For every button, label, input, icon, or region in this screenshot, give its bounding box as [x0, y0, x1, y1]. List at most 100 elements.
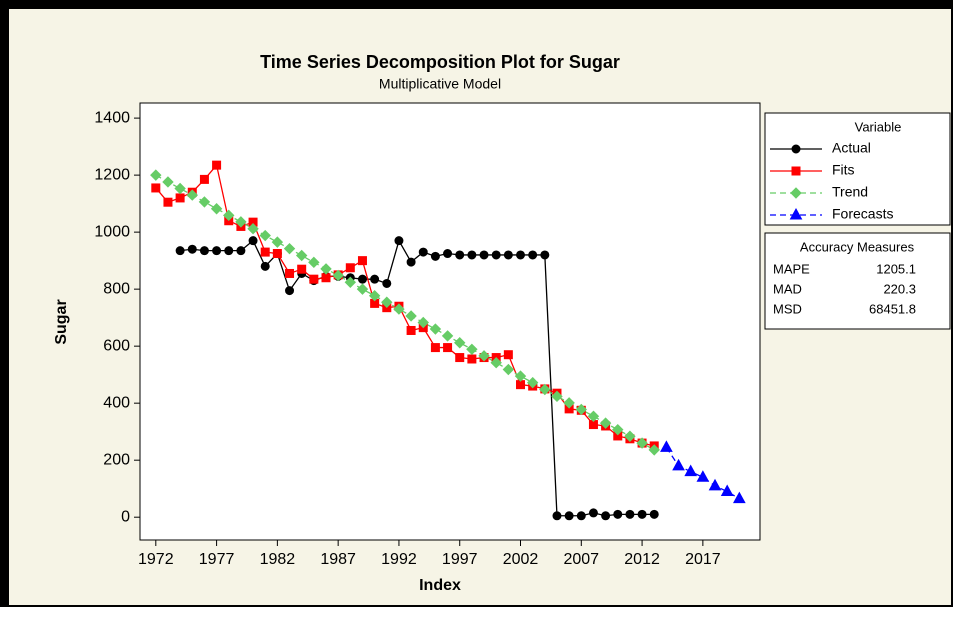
data-point [601, 511, 611, 521]
data-point [479, 250, 489, 260]
data-point [162, 176, 174, 188]
data-point [405, 310, 417, 322]
data-point [502, 363, 515, 376]
y-tick-label: 600 [103, 337, 130, 354]
accuracy-label: MAD [773, 281, 802, 296]
data-point [150, 169, 162, 181]
data-point [295, 249, 308, 262]
data-point [587, 410, 600, 422]
legend-label: Forecasts [832, 206, 893, 222]
data-point [599, 417, 612, 429]
legend-title: Variable [855, 119, 902, 134]
accuracy-box [764, 232, 951, 330]
data-point [696, 470, 710, 482]
data-point [174, 182, 186, 195]
data-point [540, 250, 550, 260]
data-point [236, 246, 246, 256]
y-tick-label: 400 [103, 394, 130, 411]
data-point [357, 274, 367, 284]
data-point [454, 337, 466, 349]
data-point [612, 423, 624, 436]
data-point [418, 247, 428, 257]
data-point [248, 236, 258, 246]
x-tick-label: 1977 [199, 551, 235, 568]
x-tick-label: 1992 [381, 551, 417, 568]
data-point [320, 263, 332, 275]
plot-area [139, 102, 761, 541]
data-point [370, 274, 380, 284]
data-point [514, 370, 527, 382]
data-point [490, 356, 502, 369]
data-point [394, 236, 404, 246]
data-point [708, 478, 722, 491]
data-point [491, 250, 501, 260]
data-point [636, 437, 648, 449]
data-point [732, 491, 746, 504]
y-tick-label: 1000 [94, 223, 130, 240]
data-point [564, 511, 574, 521]
legend-marker [790, 187, 802, 199]
chart-subtitle: Multiplicative Model [379, 76, 501, 92]
accuracy-title: Accuracy Measures [800, 239, 915, 254]
legend-marker [791, 144, 801, 154]
data-point [247, 223, 259, 235]
data-point [516, 380, 526, 390]
data-point [526, 376, 539, 389]
data-point [210, 203, 223, 215]
x-tick-label: 1987 [320, 551, 356, 568]
data-point [332, 269, 344, 282]
data-point [224, 246, 234, 256]
x-tick-label: 2017 [685, 551, 721, 568]
data-point [576, 511, 586, 521]
accuracy-label: MSD [773, 301, 802, 316]
legend-label: Trend [832, 184, 868, 200]
data-point [344, 276, 357, 289]
data-point [648, 444, 660, 456]
data-point [235, 216, 247, 228]
data-point [297, 264, 307, 274]
data-point [625, 509, 635, 519]
data-point [455, 353, 465, 363]
x-tick-label: 2002 [503, 551, 539, 568]
data-point [649, 509, 659, 519]
accuracy-label: MAPE [773, 261, 810, 276]
data-point [720, 484, 734, 497]
data-point [443, 343, 453, 353]
data-point [186, 189, 198, 201]
data-point [309, 274, 319, 284]
data-point [443, 249, 453, 259]
accuracy-value: 220.3 [883, 281, 916, 296]
data-point [151, 183, 161, 193]
data-point [393, 303, 405, 315]
data-point [503, 250, 513, 260]
y-tick-label: 0 [121, 508, 130, 525]
data-point [430, 251, 440, 261]
data-point [345, 263, 355, 273]
data-point [198, 196, 211, 208]
data-point [356, 283, 369, 295]
data-point [199, 246, 209, 256]
x-axis-label: Index [419, 577, 461, 594]
data-point [382, 278, 392, 288]
data-point [672, 458, 685, 471]
chart-title: Time Series Decomposition Plot for Sugar [260, 52, 620, 72]
data-point [429, 323, 442, 335]
data-point [212, 246, 222, 256]
data-point [624, 430, 636, 442]
data-point [308, 256, 320, 269]
data-point [637, 509, 647, 519]
data-point [467, 250, 477, 260]
accuracy-value: 68451.8 [869, 301, 916, 316]
legend-label: Actual [832, 140, 871, 156]
data-point [430, 343, 440, 353]
data-point [283, 242, 296, 255]
legend-marker [791, 166, 801, 176]
data-point [406, 325, 416, 335]
data-point [175, 246, 185, 256]
legend-marker [789, 207, 803, 220]
data-point [357, 256, 367, 266]
data-point [552, 511, 562, 521]
x-tick-label: 2012 [624, 551, 660, 568]
